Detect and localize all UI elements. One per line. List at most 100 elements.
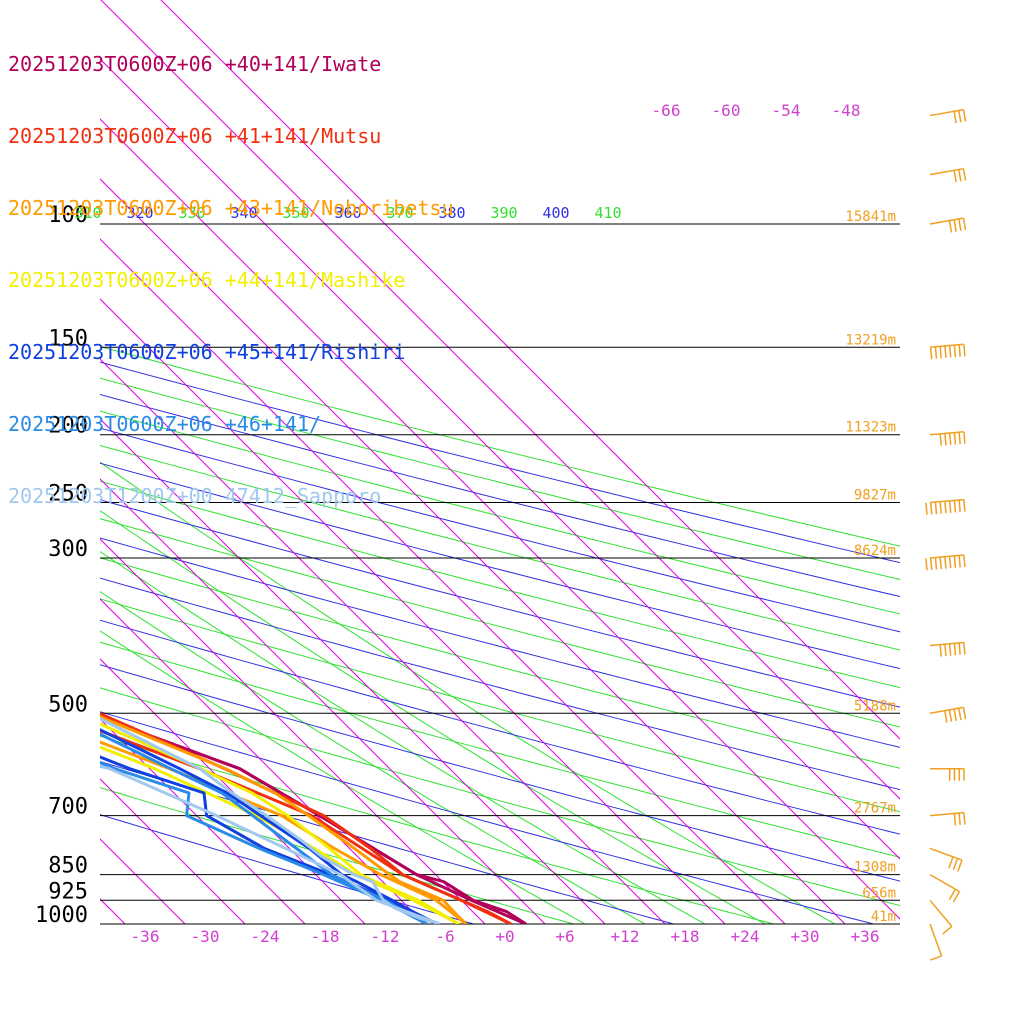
wind-barb: [929, 167, 967, 183]
legend-item-sapporo: 20251203T1200Z+00 47412_Sapporo: [8, 484, 382, 508]
isotherm: [100, 478, 546, 924]
wind-barb: [925, 498, 966, 515]
wind-barb: [929, 431, 966, 446]
dry-adiabat: [100, 537, 900, 748]
height-label: 2767m: [854, 801, 896, 817]
isotherm: [100, 718, 306, 924]
dry-adiabat: [100, 619, 900, 835]
dry-adiabat: [100, 557, 900, 769]
isotherm-label: -66: [652, 101, 681, 120]
x-tick-label: +0: [495, 927, 514, 946]
isotherm-label: -48: [832, 101, 861, 120]
isotherm: [0, 0, 5, 924]
theta-label: 410: [594, 204, 621, 222]
dry-adiabat: [100, 427, 900, 633]
wind-barb: [929, 108, 967, 124]
pressure-label: 250: [48, 482, 88, 507]
dewpoint-trace: [100, 764, 441, 924]
dry-adiabat: [100, 814, 476, 924]
pressure-label: 100: [48, 203, 88, 228]
pressure-label: 150: [48, 326, 88, 351]
wind-barb: [929, 873, 961, 903]
pressure-label: 925: [48, 879, 88, 904]
pressure-lines: [100, 223, 900, 925]
legend-item-rishiri: 20251203T0600Z+06 +45+141/Rishiri: [8, 340, 406, 364]
dry-adiabat: [100, 410, 900, 615]
wind-barb: [929, 706, 967, 723]
x-tick-label: +6: [555, 927, 574, 946]
height-label: 11323m: [845, 420, 896, 436]
isotherm: [100, 658, 366, 924]
theta-label: 370: [386, 204, 413, 222]
x-tick-label: -18: [311, 927, 340, 946]
theta-label: 310: [74, 204, 101, 222]
temperature-trace: [100, 722, 460, 924]
height-label: 5188m: [854, 698, 896, 714]
wind-barb: [929, 641, 966, 657]
dry-adiabat: [100, 577, 900, 791]
wind-barb: [929, 899, 953, 935]
height-label: 1308m: [854, 860, 896, 876]
isotherm-label: -54: [772, 101, 801, 120]
wind-barb: [929, 847, 963, 872]
theta-label: 350: [282, 204, 309, 222]
legend: 20251203T0600Z+06 +40+141/Iwate 20251203…: [8, 4, 454, 532]
x-tick-label: +36: [851, 927, 880, 946]
theta-label: 360: [334, 204, 361, 222]
theta-label: 400: [542, 204, 569, 222]
pressure-label: 300: [48, 537, 88, 562]
x-tick-label: -12: [371, 927, 400, 946]
dry-adiabat: [100, 664, 900, 882]
isotherm-label: -60: [712, 101, 741, 120]
height-label: 41m: [871, 909, 896, 925]
height-label: 9827m: [854, 488, 896, 504]
x-tick-label: -6: [435, 927, 454, 946]
dry-adiabat: [100, 444, 900, 651]
temperature-trace: [100, 715, 527, 924]
legend-item-iwate: 20251203T0600Z+06 +40+141/Iwate: [8, 52, 382, 76]
legend-item-mutsu: 20251203T0600Z+06 +41+141/Mutsu: [8, 124, 382, 148]
pressure-label: 850: [48, 854, 88, 879]
theta-label: 320: [126, 204, 153, 222]
theta-label: 380: [438, 204, 465, 222]
pressure-label: 1000: [35, 903, 88, 928]
x-tick-label: -36: [131, 927, 160, 946]
theta-lines: [100, 345, 900, 924]
dewpoint-trace: [100, 715, 527, 924]
temperature-trace: [100, 728, 438, 924]
height-label: 15841m: [845, 209, 896, 225]
dry-adiabat: [100, 345, 900, 547]
dry-adiabat: [100, 787, 576, 924]
wind-barb: [929, 923, 943, 961]
wind-barb: [929, 811, 966, 826]
height-label: 656m: [862, 885, 896, 901]
sounding-traces: [100, 711, 527, 924]
dewpoint-trace: [100, 755, 438, 924]
dry-adiabat: [100, 361, 900, 564]
x-tick-label: +12: [611, 927, 640, 946]
dewpoint-trace: [100, 740, 467, 924]
isotherm: [100, 538, 486, 924]
height-label: 13219m: [845, 332, 896, 348]
dewpoint-trace: [100, 729, 512, 924]
dry-adiabat: [100, 711, 876, 924]
x-tick-label: -24: [251, 927, 280, 946]
x-tick-label: +18: [671, 927, 700, 946]
height-label: 8624m: [854, 543, 896, 559]
x-tick-label: +30: [791, 927, 820, 946]
dry-adiabat: [100, 687, 900, 907]
x-tick-label: +24: [731, 927, 760, 946]
wind-barb: [929, 217, 967, 233]
temperature-trace: [100, 715, 468, 924]
dry-adiabat: [100, 393, 900, 598]
wind-barbs: [925, 108, 967, 961]
legend-item-46-141: 20251203T0600Z+06 +46+141/: [8, 412, 322, 436]
dry-adiabat: [100, 641, 900, 858]
pressure-label: 200: [48, 414, 88, 439]
temperature-trace: [100, 716, 441, 924]
dry-adiabat: [100, 598, 900, 813]
x-tick-label: -30: [191, 927, 220, 946]
dry-adiabat: [100, 761, 676, 924]
theta-label: 390: [490, 204, 517, 222]
